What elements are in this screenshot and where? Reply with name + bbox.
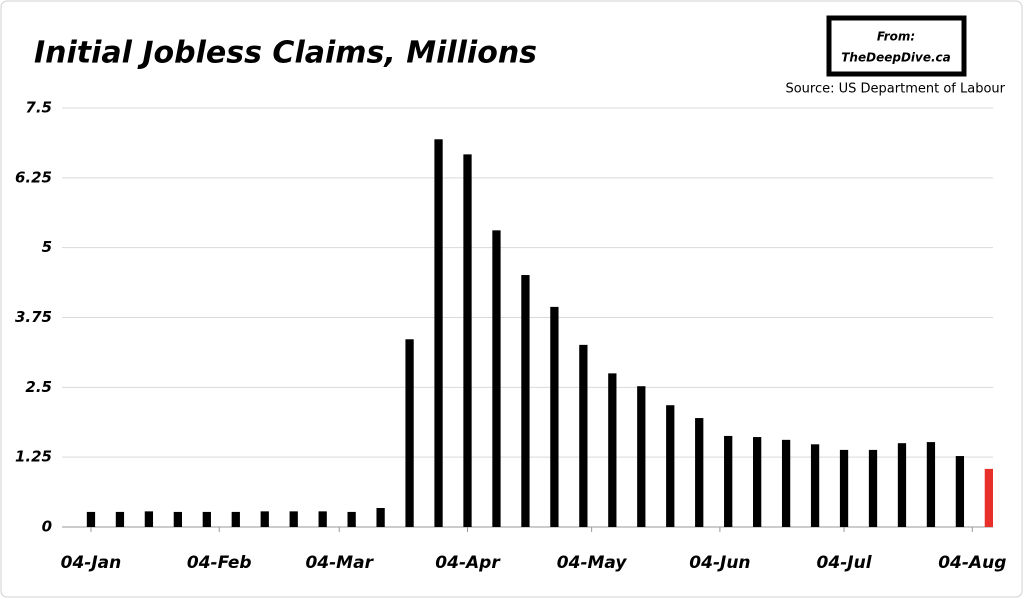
bar: [492, 230, 501, 527]
source-note: Source: US Department of Labour: [785, 82, 1005, 97]
x-tick-label: 04-Jan: [61, 553, 122, 573]
x-tick-label: 04-Mar: [305, 553, 374, 573]
bar: [695, 418, 704, 527]
bar: [376, 508, 385, 527]
bar: [463, 154, 472, 528]
x-tick-label: 04-Aug: [938, 553, 1006, 573]
badge-site: TheDeepDive.ca: [841, 51, 951, 65]
bar: [839, 449, 849, 527]
bar: [810, 444, 820, 527]
bar: [868, 449, 878, 527]
bar: [405, 339, 414, 527]
y-tick-label: 6.25: [15, 168, 52, 186]
y-tick-label: 7.5: [25, 99, 52, 117]
bar: [173, 511, 182, 527]
bar: [753, 437, 762, 527]
x-tick-label: 04-Apr: [435, 553, 501, 573]
bar: [637, 386, 646, 527]
x-tick-label: 04-Feb: [187, 553, 252, 573]
x-tick-label: 04-Jul: [817, 553, 873, 573]
bar: [231, 511, 240, 527]
y-tick-label: 1.25: [15, 448, 52, 466]
chart-title: Initial Jobless Claims, Millions: [34, 36, 537, 71]
bar: [579, 344, 588, 527]
bar: [260, 511, 269, 527]
bar: [434, 139, 443, 527]
y-tick-label: 2.5: [25, 378, 52, 396]
y-tick-label: 5: [42, 238, 52, 256]
bar: [347, 511, 356, 527]
bar: [144, 511, 154, 527]
y-tick-label: 0: [42, 518, 52, 536]
bar: [608, 373, 617, 527]
bar: [984, 468, 993, 527]
bar: [666, 405, 675, 527]
badge-box: [826, 15, 967, 77]
x-tick-label: 04-Jun: [689, 553, 750, 573]
bar: [289, 511, 298, 527]
bar: [318, 511, 327, 527]
bar: [897, 443, 907, 527]
bar: [86, 511, 96, 527]
bar: [521, 275, 530, 527]
badge-label: From:: [877, 30, 915, 44]
bar: [202, 511, 211, 527]
x-tick-label: 04-May: [557, 553, 628, 573]
bar: [550, 306, 559, 527]
bar: [955, 456, 965, 527]
y-tick-label: 3.75: [15, 308, 52, 326]
bar: [781, 439, 791, 527]
bar: [724, 435, 733, 527]
bar: [926, 442, 936, 527]
bar: [115, 511, 125, 527]
